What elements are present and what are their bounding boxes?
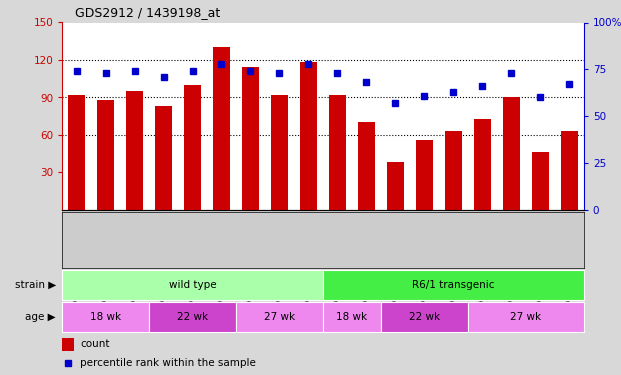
Text: 22 wk: 22 wk [409,312,440,322]
Bar [323,270,584,300]
Bar [62,302,149,332]
Text: R6/1 transgenic: R6/1 transgenic [412,280,494,290]
Bar [97,100,114,210]
Bar [126,91,143,210]
Bar [184,85,201,210]
Bar [271,95,288,210]
Bar [445,131,462,210]
Text: wild type: wild type [169,280,216,290]
Bar [149,302,236,332]
Bar [532,153,549,210]
Bar [213,48,230,210]
Bar [415,140,433,210]
Text: GDS2912 / 1439198_at: GDS2912 / 1439198_at [75,6,220,19]
Bar [62,270,323,300]
Bar [474,119,491,210]
Bar [62,338,73,351]
Text: 27 wk: 27 wk [510,312,542,322]
Bar [155,106,172,210]
Text: 22 wk: 22 wk [177,312,208,322]
Bar [300,63,317,210]
Text: age ▶: age ▶ [25,312,56,322]
Bar [68,95,85,210]
Text: 18 wk: 18 wk [337,312,368,322]
Bar [358,123,375,210]
Bar [242,68,259,210]
Bar [387,162,404,210]
Text: 27 wk: 27 wk [264,312,295,322]
Bar [323,302,381,332]
Bar [502,98,520,210]
Bar [468,302,584,332]
Bar [561,131,578,210]
Text: 18 wk: 18 wk [90,312,121,322]
Text: strain ▶: strain ▶ [15,280,56,290]
Bar [329,95,346,210]
Text: percentile rank within the sample: percentile rank within the sample [80,358,256,368]
Text: count: count [80,339,110,349]
Bar [381,302,468,332]
Bar [236,302,323,332]
